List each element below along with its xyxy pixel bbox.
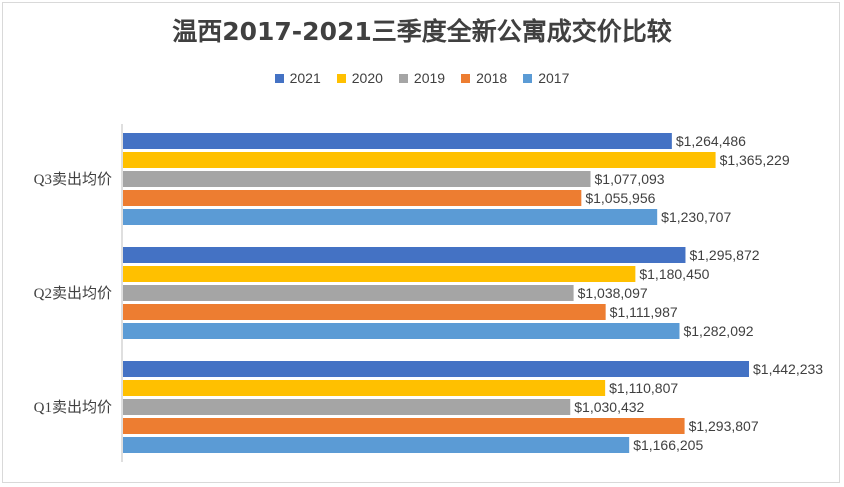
data-label: $1,055,956 — [585, 190, 655, 206]
legend-item-2021: 2021 — [274, 70, 321, 86]
bar-2017 — [123, 209, 658, 225]
bar-2021 — [123, 133, 672, 149]
legend-label: 2017 — [538, 70, 570, 86]
data-label: $1,038,097 — [578, 285, 648, 301]
bar-2021 — [123, 247, 686, 263]
legend-label: 2020 — [351, 70, 383, 86]
data-label: $1,295,872 — [689, 247, 759, 263]
legend-item-2020: 2020 — [336, 70, 383, 86]
bar-2021 — [123, 361, 749, 377]
data-label: $1,293,807 — [689, 418, 759, 434]
data-label: $1,180,450 — [639, 266, 709, 282]
bar-2018 — [123, 190, 582, 206]
bar-2018 — [123, 304, 606, 320]
bar-2018 — [123, 418, 685, 434]
bar-2017 — [123, 437, 630, 453]
data-label: $1,365,229 — [720, 152, 790, 168]
legend-item-2017: 2017 — [523, 70, 569, 86]
data-label: $1,264,486 — [676, 133, 746, 149]
bar-2020 — [123, 380, 606, 396]
data-label: $1,030,432 — [574, 399, 644, 415]
category-label: Q2卖出均价 — [34, 285, 112, 302]
chart-title: 温西2017-2021三季度全新公寓成交价比较 — [172, 17, 672, 46]
legend-item-2018: 2018 — [461, 70, 507, 86]
data-label: $1,110,807 — [609, 380, 678, 396]
data-label: $1,230,707 — [661, 209, 731, 225]
legend-swatch — [523, 73, 533, 83]
legend-swatch — [398, 73, 408, 83]
legend-swatch — [461, 73, 471, 83]
legend-label: 2019 — [413, 70, 446, 86]
legend-label: 2021 — [289, 70, 321, 86]
bar-2020 — [123, 266, 636, 282]
data-label: $1,166,205 — [633, 437, 703, 453]
bar-2019 — [123, 399, 571, 415]
legend-swatch — [336, 73, 346, 83]
bar-2019 — [123, 171, 591, 187]
legend-swatch — [274, 73, 284, 83]
legend-item-2019: 2019 — [398, 70, 446, 86]
category-label: Q1卖出均价 — [34, 399, 112, 416]
bar-2017 — [123, 323, 680, 339]
bar-2019 — [123, 285, 574, 301]
legend-label: 2018 — [476, 70, 508, 86]
category-label: Q3卖出均价 — [34, 171, 112, 188]
data-label: $1,111,987 — [610, 304, 678, 320]
data-label: $1,077,093 — [595, 171, 665, 187]
bar-2020 — [123, 152, 716, 168]
data-label: $1,442,233 — [753, 361, 823, 377]
chart-legend: 2021 2020 2019 2018 2017 — [0, 70, 844, 86]
data-label: $1,282,092 — [683, 323, 753, 339]
